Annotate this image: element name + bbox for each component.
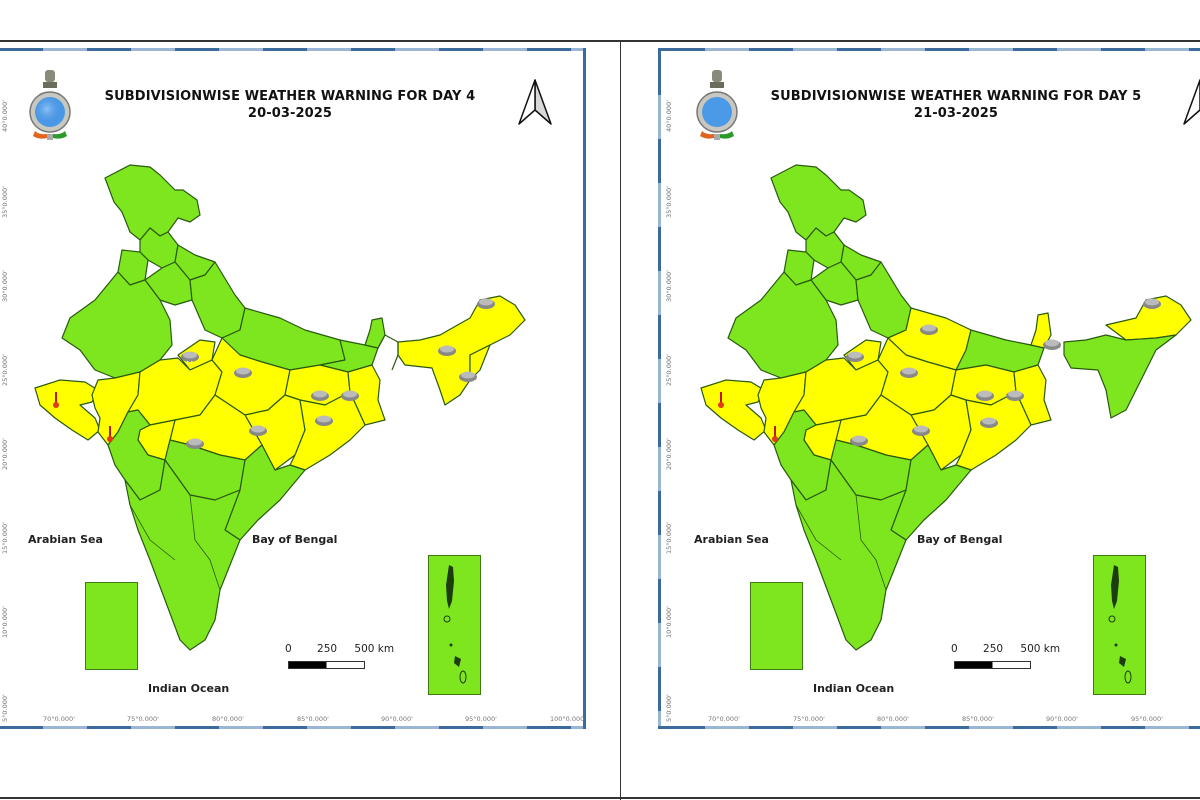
title-text: SUBDIVISIONWISE WEATHER WARNING FOR DAY … bbox=[104, 89, 476, 104]
scale-label-500: 500 km bbox=[354, 643, 395, 655]
thunderstorm-icon bbox=[980, 417, 998, 428]
thunderstorm-icon bbox=[846, 351, 864, 362]
india-warning-map bbox=[34, 164, 526, 651]
lon-tick: 70°0.000' bbox=[43, 715, 75, 723]
thunderstorm-icon bbox=[249, 425, 267, 436]
thunderstorm-icon bbox=[477, 298, 495, 309]
thunderstorm-icon bbox=[234, 367, 252, 378]
heat-wave-icon bbox=[718, 392, 724, 408]
top-rule bbox=[0, 40, 1200, 42]
thunderstorm-icon bbox=[1043, 339, 1061, 350]
lon-tick: 75°0.000' bbox=[793, 715, 825, 723]
forecast-date: 20-03-2025 bbox=[247, 106, 333, 121]
north-arrow-icon bbox=[518, 79, 552, 125]
label-indian-ocean: Indian Ocean bbox=[813, 682, 895, 695]
label-arabian-sea: Arabian Sea bbox=[694, 533, 769, 546]
scale-labels: 0 250 500 km bbox=[285, 643, 394, 655]
imd-emblem-icon bbox=[29, 70, 71, 140]
forecast-date: 21-03-2025 bbox=[913, 106, 999, 121]
north-arrow-icon bbox=[1183, 79, 1200, 125]
andaman-islands-icon bbox=[1108, 565, 1132, 684]
lon-tick: 95°0.000' bbox=[465, 715, 497, 723]
thunderstorm-icon bbox=[900, 367, 918, 378]
scale-bar bbox=[954, 661, 1031, 669]
thunderstorm-icon bbox=[315, 415, 333, 426]
thunderstorm-icon bbox=[311, 390, 329, 401]
lakshadweep-inset bbox=[750, 582, 803, 670]
label-bay-of-bengal: Bay of Bengal bbox=[252, 533, 338, 546]
thunderstorm-icon bbox=[850, 435, 868, 446]
heat-wave-icon bbox=[53, 392, 59, 408]
india-warning-map bbox=[700, 164, 1192, 651]
andaman-nicobar-inset bbox=[428, 555, 481, 695]
lon-tick: 70°0.000' bbox=[708, 715, 740, 723]
thunderstorm-icon bbox=[459, 371, 477, 382]
lon-tick: 80°0.000' bbox=[212, 715, 244, 723]
panel-divider bbox=[620, 41, 621, 800]
lon-tick: 85°0.000' bbox=[297, 715, 329, 723]
thunderstorm-icon bbox=[1006, 390, 1024, 401]
scale-label-0: 0 bbox=[285, 643, 292, 655]
scale-labels: 0 250 500 km bbox=[951, 643, 1060, 655]
lon-tick: 90°0.000' bbox=[1046, 715, 1078, 723]
lon-tick: 100°0.000' bbox=[550, 715, 587, 723]
label-arabian-sea: Arabian Sea bbox=[28, 533, 103, 546]
heat-wave-icon bbox=[107, 426, 113, 442]
lon-tick: 90°0.000' bbox=[381, 715, 413, 723]
scale-label-500: 500 km bbox=[1020, 643, 1061, 655]
lakshadweep-inset bbox=[85, 582, 138, 670]
thunderstorm-icon bbox=[920, 324, 938, 335]
andaman-islands-icon bbox=[443, 565, 467, 684]
scale-label-0: 0 bbox=[951, 643, 958, 655]
lon-tick: 80°0.000' bbox=[877, 715, 909, 723]
thunderstorm-icon bbox=[438, 345, 456, 356]
scale-label-250: 250 bbox=[983, 643, 1004, 655]
label-indian-ocean: Indian Ocean bbox=[148, 682, 230, 695]
thunderstorm-icon bbox=[912, 425, 930, 436]
lon-tick: 85°0.000' bbox=[962, 715, 994, 723]
map-title: SUBDIVISIONWISE WEATHER WARNING FOR DAY … bbox=[756, 88, 1156, 122]
bottom-rule bbox=[0, 797, 1200, 799]
lon-tick: 95°0.000' bbox=[1131, 715, 1163, 723]
thunderstorm-icon bbox=[186, 438, 204, 449]
scale-label-250: 250 bbox=[317, 643, 338, 655]
thunderstorm-icon bbox=[1143, 298, 1161, 309]
thunderstorm-icon bbox=[181, 351, 199, 365]
title-text: SUBDIVISIONWISE WEATHER WARNING FOR DAY … bbox=[770, 89, 1142, 104]
map-panel-day5: 40°0.000' 35°0.000' 30°0.000' 25°0.000' … bbox=[621, 0, 1200, 800]
andaman-nicobar-inset bbox=[1093, 555, 1146, 695]
thunderstorm-icon bbox=[341, 390, 359, 401]
map-title: SUBDIVISIONWISE WEATHER WARNING FOR DAY … bbox=[90, 88, 490, 122]
thunderstorm-icon bbox=[976, 390, 994, 401]
imd-emblem-icon bbox=[696, 70, 738, 140]
lon-tick: 75°0.000' bbox=[127, 715, 159, 723]
label-bay-of-bengal: Bay of Bengal bbox=[917, 533, 1003, 546]
heat-wave-icon bbox=[772, 426, 778, 442]
map-panel-day4: 40°0.000' 35°0.000' 30°0.000' 25°0.000' … bbox=[0, 48, 587, 729]
scale-bar bbox=[288, 661, 365, 669]
